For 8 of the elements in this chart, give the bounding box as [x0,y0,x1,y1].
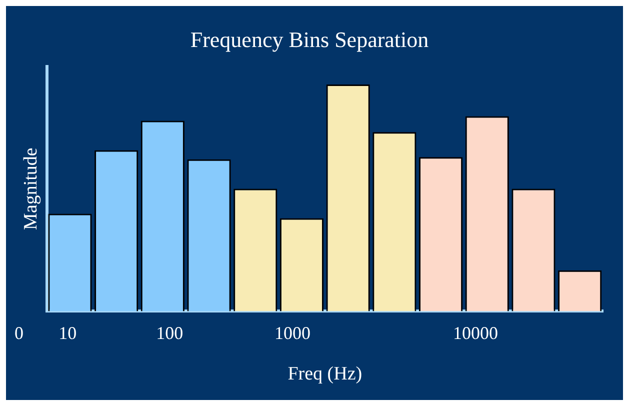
text: 1000 [274,322,310,343]
text: 10000 [453,322,498,343]
x-axis-title: Freq (Hz) [288,364,362,385]
text: 10 [58,322,77,343]
y-axis-title: Magnitude [20,148,42,230]
text: 0 [14,322,24,343]
chart-title: Frequency Bins Separation [190,26,429,52]
text: 100 [156,322,184,343]
